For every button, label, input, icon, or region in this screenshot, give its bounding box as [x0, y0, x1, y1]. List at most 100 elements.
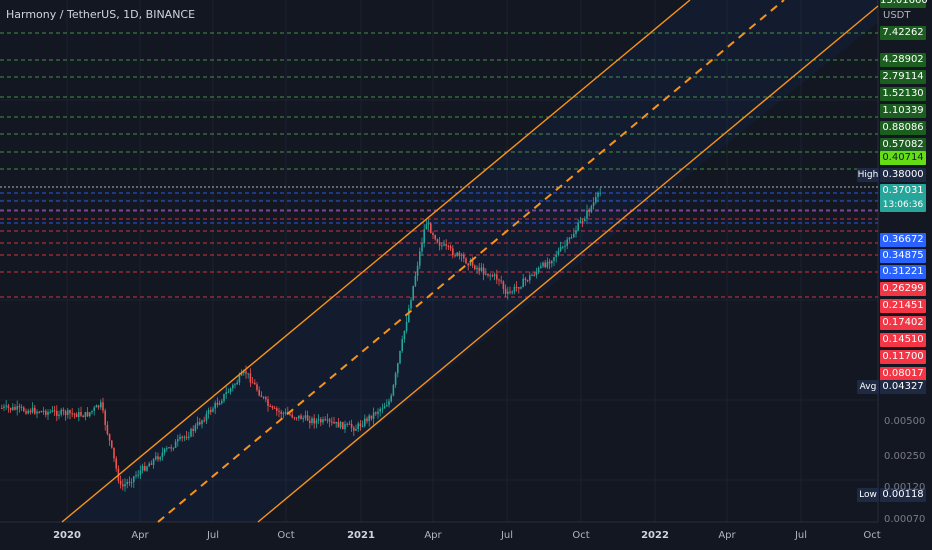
candle-body	[353, 427, 355, 431]
price-label: 0.34875	[880, 249, 926, 263]
candle-body	[553, 257, 555, 261]
candle-body	[533, 274, 535, 276]
candle-body	[392, 384, 395, 396]
candle-body	[575, 230, 577, 234]
candle-body	[157, 456, 159, 460]
candle-body	[546, 261, 549, 268]
currency-label: USDT	[883, 10, 911, 21]
candle-body	[401, 339, 403, 351]
candle-body	[445, 244, 447, 246]
candle-body	[69, 410, 71, 414]
candle-body	[357, 423, 359, 430]
candle-body	[159, 457, 161, 460]
time-tick: Oct	[863, 530, 881, 541]
candle-body	[14, 407, 16, 410]
candle-body	[177, 439, 179, 442]
candle-body	[25, 411, 27, 414]
price-label: 0.40714	[880, 151, 926, 165]
candle-body	[155, 456, 157, 460]
price-label: 0.57082	[880, 138, 926, 152]
price-label: 0.04327	[880, 380, 926, 394]
candle-body	[584, 218, 586, 222]
candle-body	[386, 405, 388, 407]
candle-body	[452, 248, 454, 256]
candle-body	[394, 373, 397, 385]
candle-body	[366, 418, 368, 422]
candle-body	[205, 413, 208, 421]
candle-body	[234, 384, 236, 386]
candle-body	[232, 384, 234, 389]
price-label: 1.52130	[880, 87, 926, 101]
candle-body	[36, 411, 38, 414]
candle-body	[80, 412, 82, 416]
candle-body	[258, 389, 260, 396]
candle-body	[269, 405, 271, 407]
price-tick: 0.00250	[884, 451, 926, 462]
candle-body	[133, 476, 135, 483]
candle-body	[410, 300, 412, 309]
candle-body	[265, 397, 267, 400]
candle-body	[75, 413, 78, 418]
time-tick: Jul	[500, 530, 514, 541]
candle-body	[537, 267, 540, 272]
candle-body	[467, 263, 469, 266]
candle-body	[304, 415, 307, 419]
candle-body	[225, 392, 227, 394]
candle-body	[306, 415, 309, 421]
candle-body	[375, 412, 377, 414]
candle-body	[207, 409, 210, 414]
candle-body	[586, 210, 588, 219]
candle-body	[383, 406, 386, 409]
candle-body	[146, 466, 148, 471]
candle-body	[412, 285, 414, 301]
candle-body	[359, 423, 362, 427]
candle-body	[335, 421, 337, 424]
candle-body	[579, 221, 582, 223]
candle-body	[344, 424, 346, 430]
candle-body	[496, 274, 498, 280]
candle-body	[27, 410, 29, 414]
candle-body	[5, 405, 7, 407]
candle-body	[597, 192, 599, 198]
candle-body	[432, 233, 434, 236]
price-tick: 0.00070	[884, 514, 926, 525]
candle-body	[260, 395, 263, 397]
candle-body	[174, 441, 177, 448]
candle-body	[471, 260, 474, 266]
candle-body	[493, 274, 496, 277]
candle-body	[390, 395, 392, 402]
candle-body	[500, 280, 502, 282]
candle-body	[511, 291, 513, 293]
candle-body	[1, 408, 3, 409]
candle-body	[38, 411, 40, 413]
candle-body	[53, 410, 56, 412]
candle-body	[289, 413, 291, 415]
candle-body	[245, 371, 247, 374]
candle-body	[108, 433, 111, 441]
candle-body	[23, 407, 25, 412]
candle-body	[214, 402, 216, 409]
candle-body	[326, 419, 329, 421]
candle-body	[135, 475, 137, 477]
time-tick: 2022	[641, 530, 669, 541]
candle-body	[78, 412, 80, 418]
price-label: 4.28902	[880, 53, 926, 67]
price-label: 0.88086	[880, 121, 926, 135]
candle-body	[485, 273, 487, 275]
time-tick: 2020	[53, 530, 81, 541]
candle-body	[361, 425, 364, 427]
candle-body	[315, 420, 318, 424]
candle-body	[491, 275, 494, 277]
candle-body	[436, 239, 439, 242]
candle-body	[309, 420, 311, 424]
candle-body	[507, 291, 509, 294]
candle-body	[122, 484, 124, 487]
candle-body	[559, 246, 562, 251]
candle-body	[381, 408, 384, 410]
candle-body	[113, 447, 115, 459]
candle-body	[31, 407, 34, 413]
candle-body	[137, 474, 139, 476]
candle-body	[170, 447, 172, 449]
price-label: 7.42262	[880, 26, 926, 40]
